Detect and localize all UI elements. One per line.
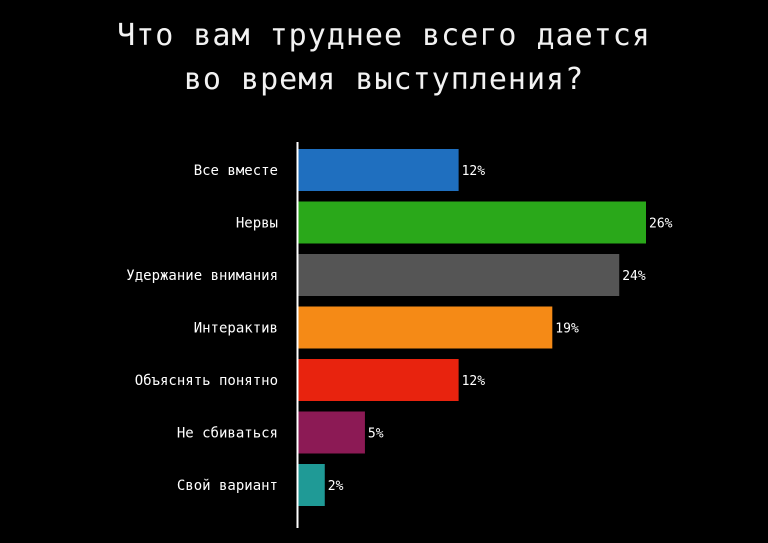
- category-label-5: Объяснять понятно: [135, 373, 278, 389]
- bar-3: [298, 254, 620, 296]
- category-label-2: Нервы: [236, 216, 278, 232]
- bar-7: [298, 464, 325, 506]
- value-label-2: 26%: [649, 217, 673, 232]
- value-label-3: 24%: [622, 269, 646, 284]
- category-label-7: Свой вариант: [177, 478, 278, 494]
- bar-5: [298, 359, 459, 401]
- category-label-3: Удержание внимания: [126, 268, 278, 284]
- value-label-1: 12%: [462, 164, 486, 179]
- value-label-6: 5%: [368, 427, 384, 442]
- bar-4: [298, 306, 553, 349]
- bar-6: [298, 411, 365, 454]
- category-label-4: Интерактив: [194, 321, 278, 337]
- value-label-7: 2%: [328, 479, 344, 494]
- bar-2: [298, 201, 646, 244]
- chart-title-line-1: Что вам труднее всего дается: [117, 18, 651, 53]
- chart-title-line-2: во время выступления?: [183, 62, 585, 97]
- value-label-4: 19%: [555, 322, 579, 337]
- chart-title: Что вам труднее всего дается во время вы…: [0, 14, 768, 102]
- category-label-6: Не сбиваться: [177, 426, 278, 442]
- bar-1: [298, 149, 459, 191]
- category-label-1: Все вместе: [194, 163, 278, 179]
- value-label-5: 12%: [462, 374, 486, 389]
